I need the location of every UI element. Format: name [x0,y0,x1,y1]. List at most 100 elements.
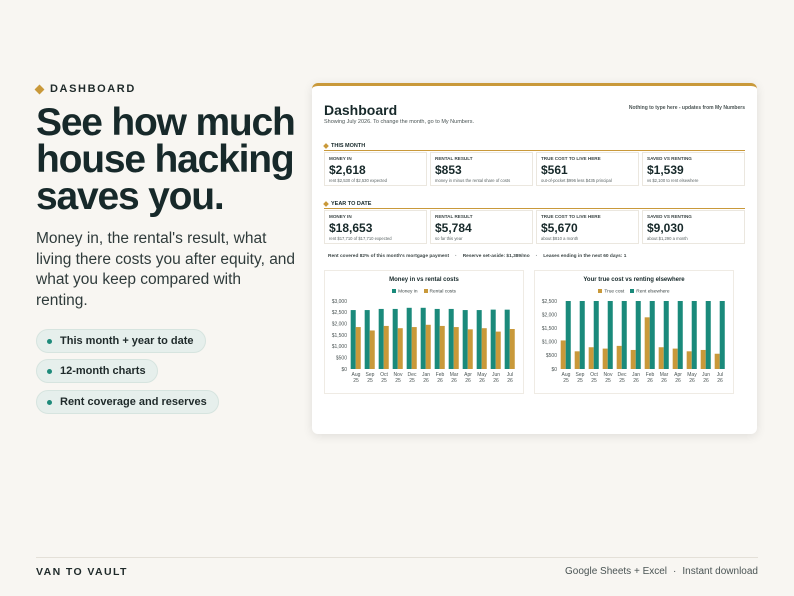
x-tick-label: 26 [507,378,513,384]
x-tick-label: Dec [408,372,417,378]
y-tick-label: $0 [341,367,347,373]
bar-true-cost [616,345,622,369]
hero-subtitle: Money in, the rental's result, what livi… [36,230,296,309]
x-tick-label: 26 [451,378,457,384]
bar-true-cost [602,348,608,369]
chart-plot: $0$500$1,000$1,500$2,000$2,500Aug25Sep25… [542,299,725,384]
kpi-saved-vs-renting: SAVED VS RENTING $9,030 about $1,290 a m… [642,210,745,244]
x-tick-label: Aug [562,372,571,378]
kpi-value: $1,539 [647,163,684,177]
bar-rental-costs [355,327,361,369]
bar-money-in [350,310,356,369]
kpi-label: TRUE COST TO LIVE HERE [541,214,601,219]
x-tick-label: 26 [493,378,499,384]
bar-true-cost [700,349,706,369]
y-tick-label: $2,000 [542,312,558,318]
y-tick-label: $500 [336,355,347,361]
kpi-value: $853 [435,163,462,177]
kpi-value: $2,618 [329,163,366,177]
bar-rent-elsewhere [677,301,683,369]
x-tick-label: Apr [674,372,682,378]
x-tick-label: 26 [423,378,429,384]
legend-label: True cost [604,289,625,295]
footer-info: Google Sheets + Excel · Instant download [565,566,758,577]
x-tick-label: Nov [604,372,613,378]
eyebrow: DASHBOARD [34,83,136,95]
footer-separator: · [673,566,677,577]
x-tick-label: 25 [605,378,611,384]
y-tick-label: $3,000 [332,299,348,305]
x-tick-label: 25 [619,378,625,384]
x-tick-label: 25 [591,378,597,384]
bar-rental-costs [383,325,389,369]
kpi-value: $9,030 [647,221,684,235]
kpi-rental-result: RENTAL RESULT $5,784 so far this year [430,210,533,244]
y-tick-label: $1,000 [332,344,348,350]
dashboard-showing: Showing July 2026. To change the month, … [324,119,475,125]
kpi-label: MONEY IN [329,156,352,161]
bar-true-cost [574,351,580,369]
y-tick-label: $2,500 [542,299,558,305]
hero-title: See how much house hacking saves you. [36,101,296,218]
bar-true-cost [560,340,566,369]
x-tick-label: 26 [633,378,639,384]
kpi-sub: rent $17,710 of $17,710 expected [329,236,392,241]
section-rule [324,208,745,209]
x-tick-label: 26 [437,378,443,384]
x-tick-label: Dec [618,372,627,378]
bar-rent-elsewhere [565,301,571,369]
feature-pill: This month + year to date [36,329,206,353]
legend-label: Rent elsewhere [636,289,670,295]
bar-money-in [420,307,426,369]
x-tick-label: Jul [717,372,723,378]
x-tick-label: Sep [576,372,585,378]
bar-true-cost [714,353,720,369]
legend-label: Money in [398,289,418,295]
kpi-label: RENTAL RESULT [435,156,473,161]
legend-item: True cost [598,289,624,294]
bar-rental-costs [397,328,403,369]
kpi-label: RENTAL RESULT [435,214,473,219]
kpi-money-in: MONEY IN $2,618 rent $2,530 of $2,530 ex… [324,152,427,186]
kpi-saved-vs-renting: SAVED VS RENTING $1,539 vs $2,100 to ren… [642,152,745,186]
bar-rent-elsewhere [663,301,669,369]
x-tick-label: 25 [381,378,387,384]
legend-swatch [392,289,397,293]
kpi-sub: about $810 a month [541,236,579,241]
y-tick-label: $500 [546,353,557,359]
legend-swatch [423,289,428,293]
pill-label: 12-month charts [60,365,146,377]
bar-rent-elsewhere [593,301,599,369]
kpi-label: SAVED VS RENTING [647,156,692,161]
bar-rent-elsewhere [607,301,613,369]
feature-pill: 12-month charts [36,359,158,383]
bar-rental-costs [509,328,515,369]
bar-rental-costs [467,329,473,369]
bar-rent-elsewhere [635,301,641,369]
kpi-label: SAVED VS RENTING [647,214,692,219]
bar-money-in [504,309,510,369]
x-tick-label: Nov [394,372,403,378]
bar-rent-elsewhere [691,301,697,369]
brand-name: VAN TO VAULT [36,566,128,578]
bar-money-in [364,310,370,369]
x-tick-label: Apr [464,372,472,378]
x-tick-label: Feb [436,372,445,378]
reserve-text: Reserve set-aside: $1,389/mo [462,254,530,259]
section-label-year-to-date: YEAR TO DATE [323,201,371,207]
x-tick-label: 26 [661,378,667,384]
bar-money-in [378,308,384,369]
x-tick-label: 25 [395,378,401,384]
x-tick-label: Mar [660,372,669,378]
pill-label: This month + year to date [60,335,194,347]
x-tick-label: May [477,372,487,378]
bullet-dot-icon [47,338,52,344]
x-tick-label: Oct [590,372,598,378]
bar-rental-costs [411,327,417,369]
diamond-icon [323,201,329,207]
rent-coverage-text: Rent covered 82% of this month's mortgag… [328,254,450,259]
kpi-true-cost: TRUE COST TO LIVE HERE $5,670 about $810… [536,210,639,244]
legend-item: Money in [392,289,418,295]
bar-rental-costs [481,328,487,369]
kpi-sub: vs $2,100 to rent elsewhere [647,178,699,183]
